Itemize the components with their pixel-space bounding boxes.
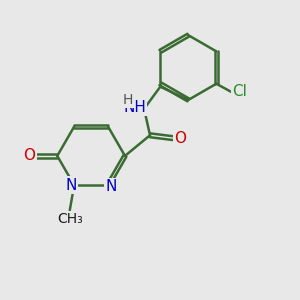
Text: H: H — [123, 93, 133, 107]
Text: NH: NH — [123, 100, 146, 115]
Text: Cl: Cl — [232, 84, 247, 99]
Text: O: O — [23, 148, 35, 164]
Text: O: O — [174, 131, 186, 146]
Text: N: N — [65, 178, 77, 193]
Text: CH₃: CH₃ — [57, 212, 82, 226]
Text: N: N — [105, 179, 117, 194]
